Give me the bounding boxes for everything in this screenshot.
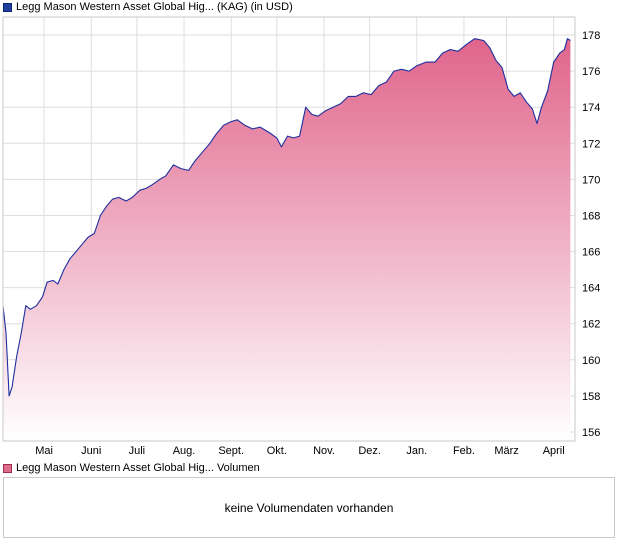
volume-empty-message: keine Volumendaten vorhanden — [224, 500, 394, 515]
x-tick-label: Nov. — [313, 445, 335, 457]
x-tick-label: Juni — [81, 445, 101, 457]
price-line — [2, 38, 571, 397]
volume-legend: Legg Mason Western Asset Global Hig... V… — [3, 461, 260, 475]
plot-frame — [2, 16, 576, 442]
x-tick-label: Sept. — [218, 445, 244, 457]
y-tick-label: 164 — [582, 283, 600, 295]
y-tick-label: 178 — [582, 30, 600, 42]
x-tick-label: Aug. — [173, 445, 196, 457]
price-legend-label: Legg Mason Western Asset Global Hig... (… — [16, 1, 293, 13]
y-tick-label: 166 — [582, 247, 600, 259]
x-tick-label: Okt. — [267, 445, 287, 457]
y-tick-label: 174 — [582, 102, 600, 114]
x-tick-label: März — [494, 445, 518, 457]
x-tick-label: April — [543, 445, 565, 457]
price-legend-swatch — [3, 2, 12, 12]
y-tick-label: 158 — [582, 391, 600, 403]
y-tick-label: 168 — [582, 210, 600, 222]
y-tick-label: 160 — [582, 355, 600, 367]
y-tick-label: 162 — [582, 319, 600, 331]
y-tick-label: 170 — [582, 174, 600, 186]
x-tick-label: Feb. — [453, 445, 475, 457]
volume-legend-swatch — [3, 463, 12, 473]
y-tick-label: 176 — [582, 66, 600, 78]
x-tick-label: Mai — [35, 445, 53, 457]
x-tick-label: Dez. — [358, 445, 381, 457]
y-tick-label: 172 — [582, 138, 600, 150]
y-tick-label: 156 — [582, 427, 600, 439]
volume-panel: keine Volumendaten vorhanden — [3, 477, 615, 538]
x-tick-label: Juli — [129, 445, 146, 457]
price-area — [3, 38, 571, 441]
price-chart: 156 158 160 162 164 166 168 170 172 174 176 178 Mai J… — [2, 16, 600, 457]
x-tick-label: Jan. — [406, 445, 427, 457]
volume-legend-label: Legg Mason Western Asset Global Hig... V… — [16, 462, 260, 474]
price-legend: Legg Mason Western Asset Global Hig... (… — [3, 0, 293, 14]
